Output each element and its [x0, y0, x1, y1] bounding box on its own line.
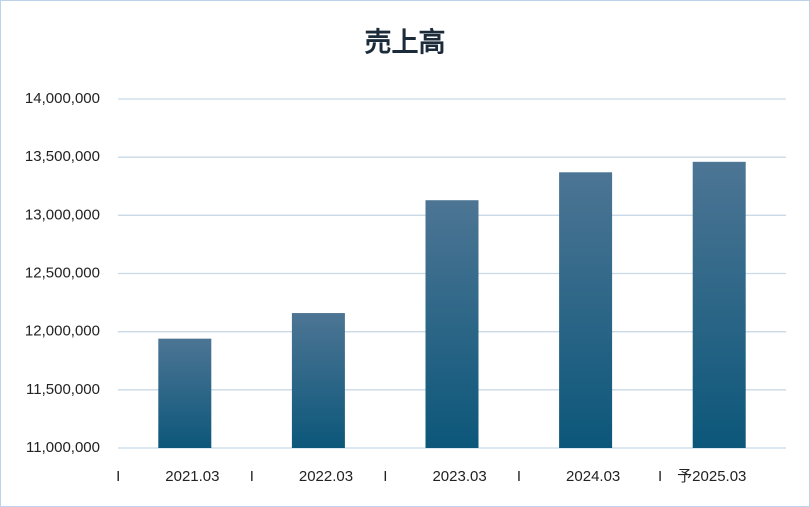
bar	[692, 161, 746, 448]
x-tick-label: I 2021.03	[116, 468, 219, 485]
y-tick-label: 11,500,000	[26, 381, 100, 398]
y-tick-label: 13,000,000	[25, 206, 100, 223]
bar	[158, 338, 212, 448]
bar	[559, 172, 613, 449]
x-tick-label: I 2023.03	[383, 468, 486, 485]
x-tick-label: I 予2025.03	[658, 468, 746, 485]
y-tick-label: 11,000,000	[26, 439, 100, 456]
bar	[291, 313, 345, 448]
bar	[425, 200, 479, 448]
y-tick-label: 12,500,000	[25, 264, 100, 281]
y-tick-label: 13,500,000	[25, 148, 100, 165]
y-tick-label: 12,000,000	[25, 323, 100, 340]
y-tick-label: 14,000,000	[25, 90, 100, 107]
x-tick-label: I 2024.03	[517, 468, 620, 485]
x-tick-label: I 2022.03	[250, 468, 353, 485]
chart-title: 売上高	[365, 27, 446, 59]
